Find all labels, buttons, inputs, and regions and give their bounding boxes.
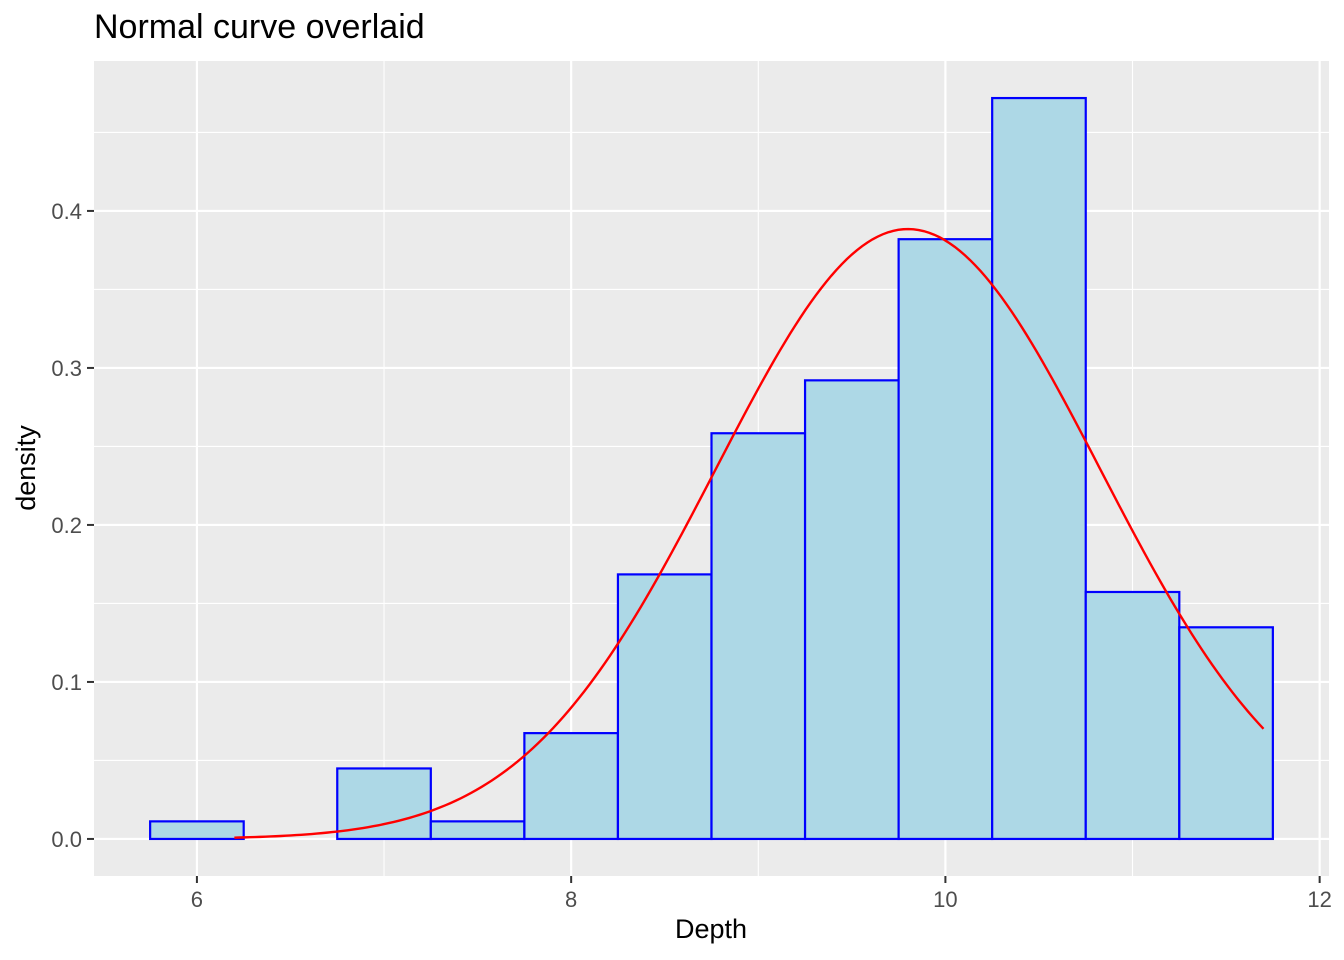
histogram-bar <box>616 573 713 841</box>
axis-ticks <box>87 209 1321 883</box>
histogram-bar <box>897 238 994 841</box>
normal-curve <box>234 227 1265 839</box>
x-tick-label: 10 <box>933 887 957 912</box>
histogram-bar <box>803 379 900 841</box>
y-axis-tick-labels: 0.0 0.1 0.2 0.3 0.4 <box>51 199 82 852</box>
x-axis-tick-labels: 6 8 10 12 <box>191 887 1332 912</box>
y-tick-label: 0.1 <box>51 670 82 695</box>
histogram-bar <box>710 432 807 841</box>
histogram-bar <box>336 767 432 841</box>
x-tick-label: 8 <box>565 887 577 912</box>
x-tick-label: 6 <box>191 887 203 912</box>
x-axis-title: Depth <box>675 914 747 944</box>
y-tick-label: 0.4 <box>51 199 82 224</box>
histogram-bar <box>1084 590 1181 841</box>
y-tick-label: 0.2 <box>51 513 82 538</box>
y-axis-title: density <box>11 425 41 511</box>
y-tick-label: 0.0 <box>51 827 82 852</box>
chart-title: Normal curve overlaid <box>94 8 425 46</box>
histogram-bars <box>149 96 1274 841</box>
histogram-bar <box>429 820 526 841</box>
histogram-bar <box>1178 626 1274 841</box>
histogram-bar <box>149 820 245 841</box>
y-tick-label: 0.3 <box>51 356 82 381</box>
x-tick-label: 12 <box>1307 887 1331 912</box>
histogram-bar <box>523 732 620 841</box>
histogram-bar <box>991 96 1087 841</box>
